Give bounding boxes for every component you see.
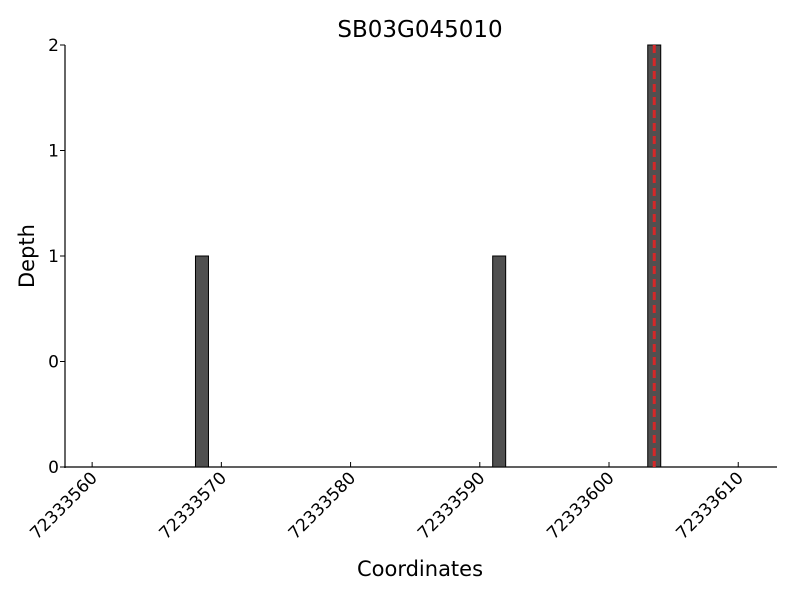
y-tick-label: 1 [48,247,59,267]
bar [492,255,507,468]
bar [194,255,209,468]
y-tick-label: 0 [48,458,59,478]
y-tick-label: 1 [48,142,59,162]
y-tick-label: 0 [48,353,59,373]
y-axis-label: Depth [15,224,39,288]
x-axis-label: Coordinates [357,557,483,581]
chart-title: SB03G045010 [337,17,502,43]
y-tick-label: 2 [48,36,59,56]
